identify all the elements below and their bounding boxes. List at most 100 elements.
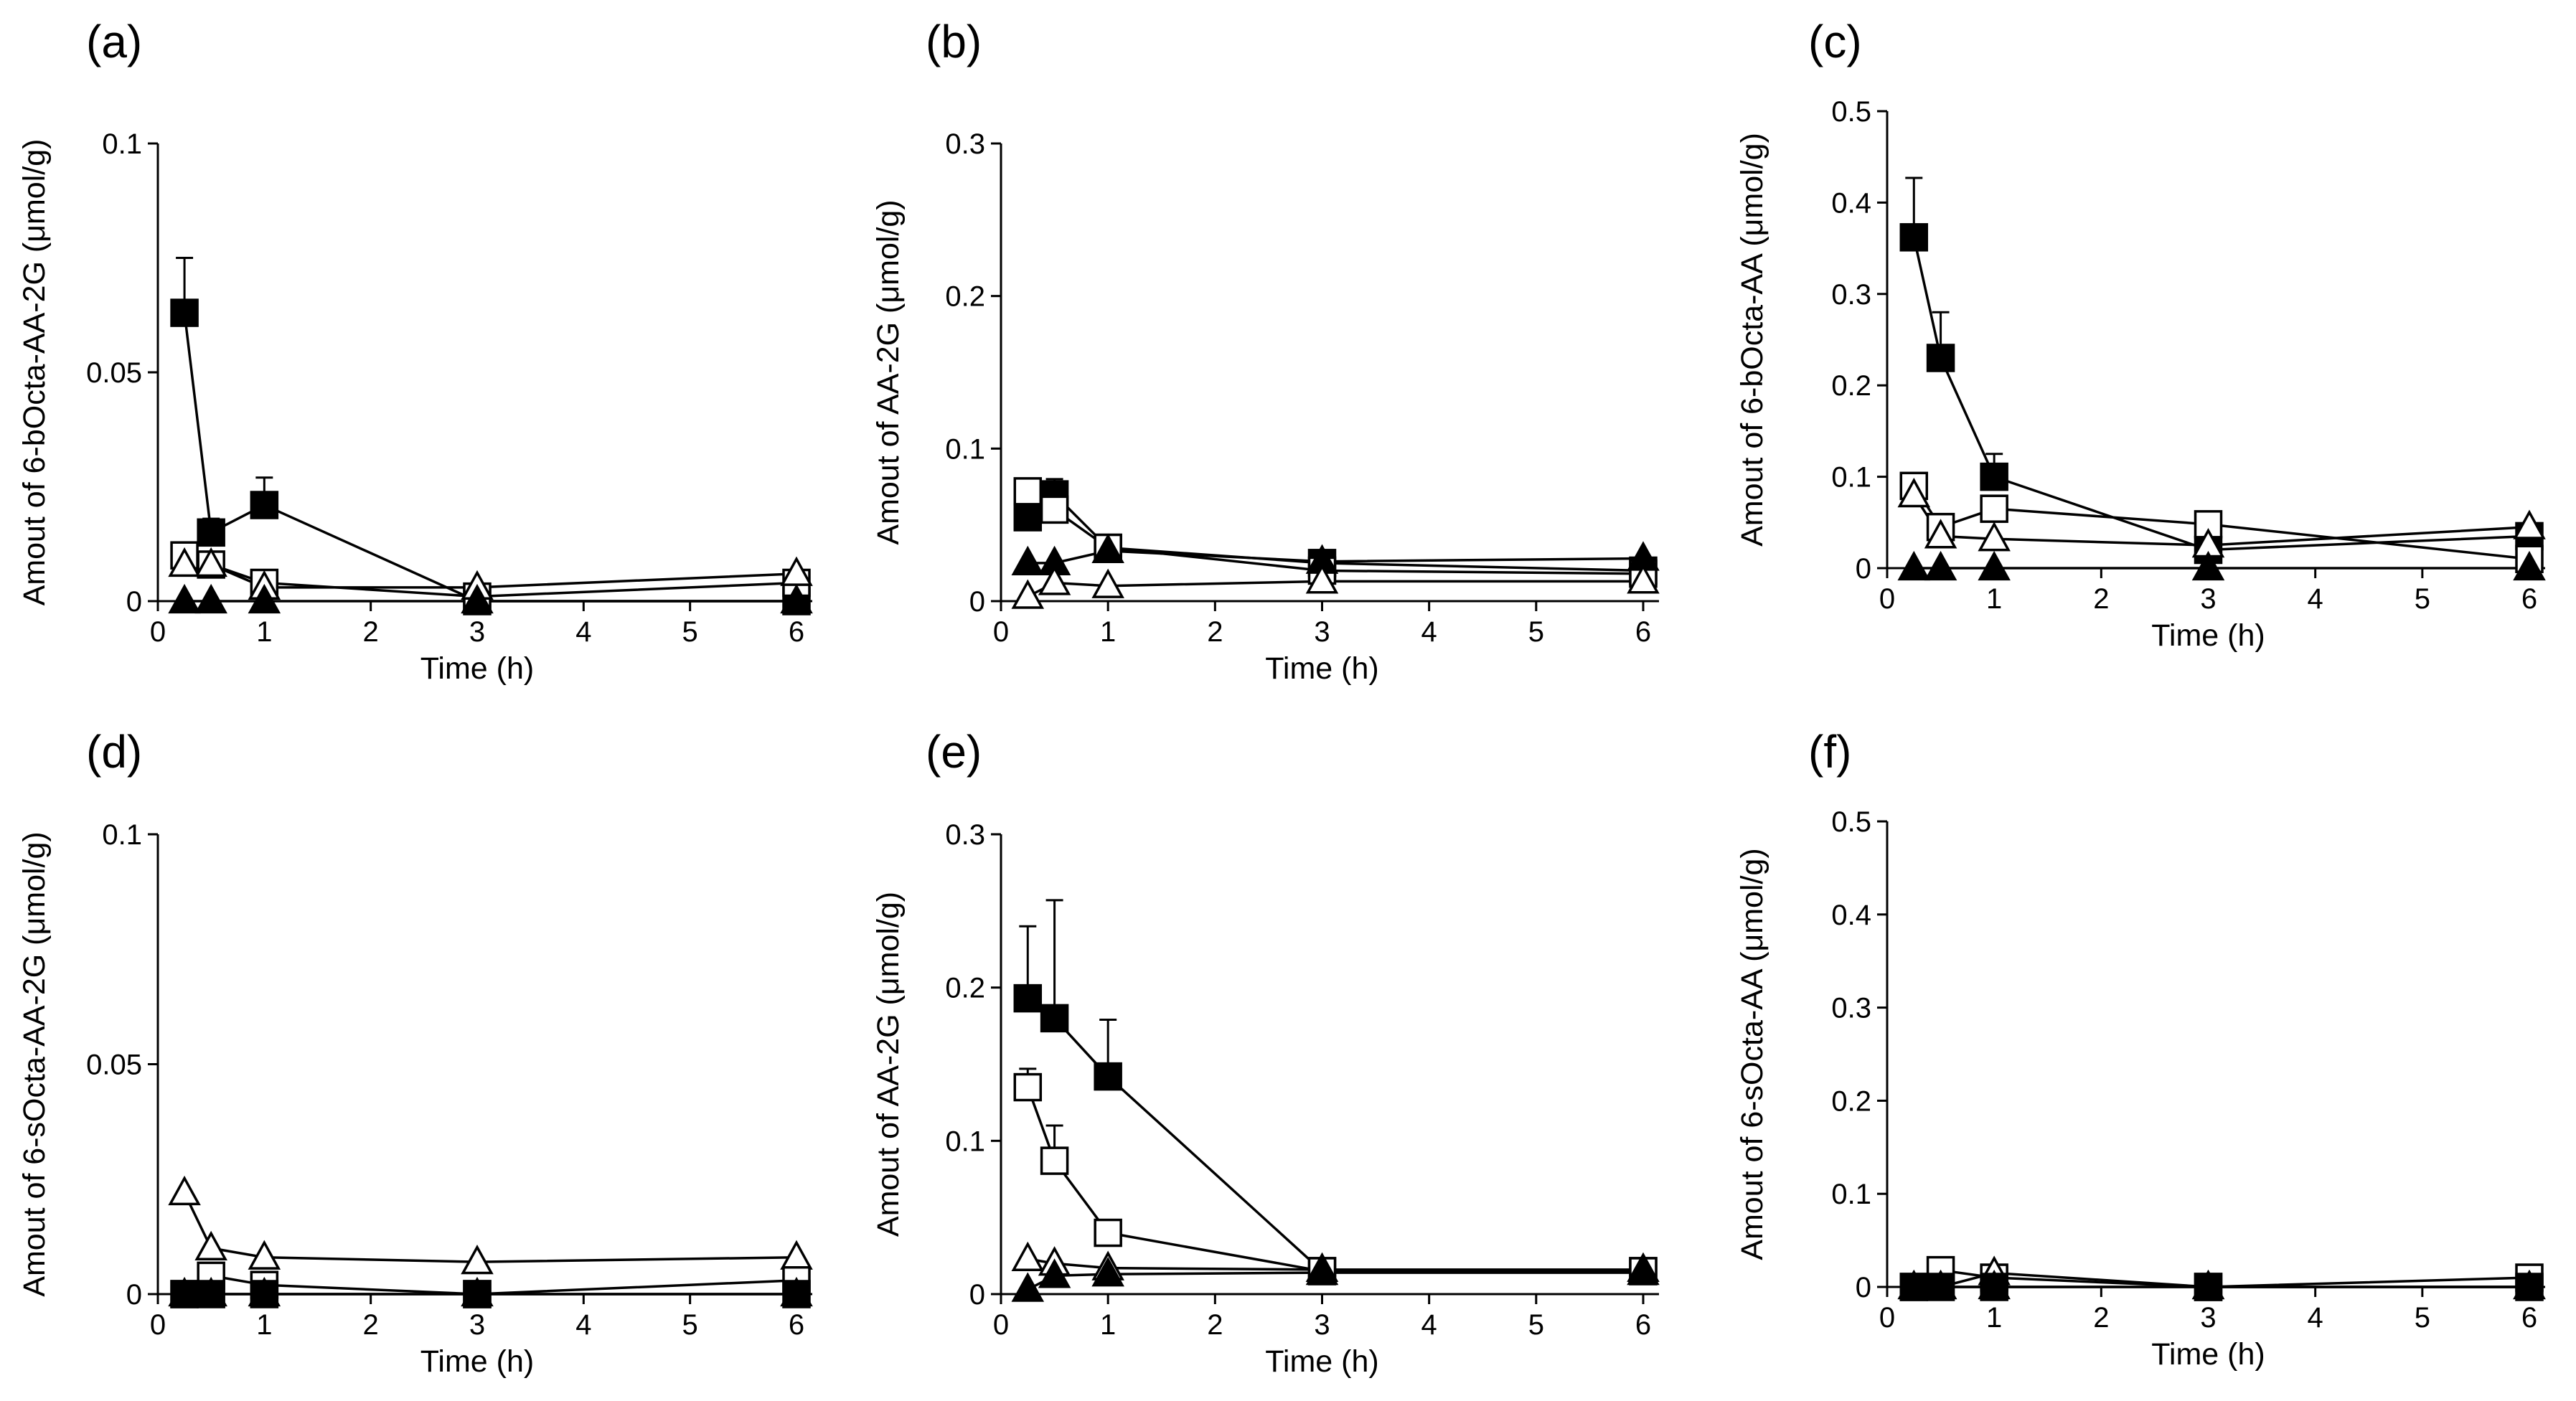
- x-tick-label: 5: [1528, 616, 1544, 648]
- x-tick-label: 0: [1879, 1302, 1895, 1334]
- data-point-open-triangle: [168, 1175, 201, 1206]
- panel-label: (b): [926, 16, 982, 67]
- x-axis-title: Time (h): [420, 1344, 534, 1379]
- y-tick-label: 0.2: [1831, 370, 1871, 402]
- x-tick-label: 5: [682, 616, 698, 648]
- data-point-open-triangle: [248, 1240, 281, 1270]
- data-point-filled-square: [1040, 1004, 1069, 1033]
- y-tick-label: 0: [126, 1279, 142, 1311]
- x-tick-label: 4: [575, 616, 591, 648]
- y-tick-label: 0: [126, 586, 142, 618]
- x-tick-label: 4: [1421, 616, 1437, 648]
- data-point-filled-triangle: [1978, 550, 2011, 581]
- data-point-open-triangle: [1978, 522, 2011, 552]
- data-point-open-triangle: [168, 547, 201, 577]
- y-tick-label: 0.1: [945, 1126, 985, 1157]
- x-tick-label: 0: [1879, 583, 1895, 615]
- data-point-open-triangle: [1924, 519, 1957, 549]
- x-tick-label: 3: [469, 616, 485, 648]
- x-tick-label: 6: [2521, 583, 2537, 615]
- data-point-filled-triangle: [168, 1276, 201, 1307]
- y-tick-label: 0.3: [945, 128, 985, 160]
- chart-panel-5: (e) 0 0.1 0.2 0.3 0 1 2 3 4 5 6 Time (h) Amout of AA-…: [871, 726, 1660, 1379]
- x-tick-label: 6: [2521, 1302, 2537, 1334]
- x-tick-label: 6: [789, 1309, 804, 1341]
- chart-panel-2: (b) 0 0.1 0.2 0.3 0 1 2 3 4 5 6 Time (h) Amout of AA-…: [871, 16, 1660, 686]
- x-tick-label: 1: [1986, 1302, 2002, 1334]
- y-tick-label: 0.1: [102, 819, 142, 851]
- series-line-filled-square: [183, 312, 796, 603]
- data-point-filled-triangle: [461, 583, 494, 614]
- data-point-filled-triangle: [461, 1276, 494, 1307]
- data-point-open-triangle: [194, 547, 227, 577]
- data-point-open-square: [2194, 510, 2223, 539]
- y-tick-label: 0.05: [86, 1049, 142, 1081]
- data-point-filled-square: [1899, 223, 1929, 252]
- data-point-filled-triangle: [194, 583, 227, 614]
- y-tick-label: 0.3: [945, 819, 985, 851]
- x-tick-label: 1: [256, 1309, 272, 1341]
- data-point-filled-triangle: [1924, 1269, 1957, 1300]
- x-tick-label: 1: [1100, 1309, 1116, 1341]
- data-point-open-square: [1040, 495, 1069, 524]
- data-point-open-triangle: [461, 1244, 494, 1275]
- x-tick-label: 0: [150, 616, 166, 648]
- x-tick-label: 3: [1314, 616, 1330, 648]
- y-axis-title: Amout of 6-sOcta-AA-2G (μmol/g): [17, 831, 52, 1296]
- y-tick-label: 0.5: [1831, 96, 1871, 128]
- x-tick-label: 2: [2093, 1302, 2109, 1334]
- data-point-open-square: [1013, 1072, 1043, 1102]
- data-point-filled-triangle: [780, 583, 813, 614]
- y-tick-label: 0.3: [1831, 279, 1871, 311]
- data-point-open-triangle: [1011, 579, 1045, 609]
- y-tick-label: 0.1: [1831, 1179, 1871, 1210]
- x-tick-label: 4: [2308, 583, 2323, 615]
- x-tick-label: 5: [2415, 1302, 2430, 1334]
- y-axis-title: Amout of 6-bOcta-AA (μmol/g): [1735, 133, 1769, 547]
- panel-label: (f): [1808, 726, 1851, 778]
- y-tick-label: 0: [1856, 553, 1871, 585]
- data-point-filled-triangle: [248, 1276, 281, 1307]
- data-point-filled-triangle: [1924, 550, 1957, 581]
- data-point-filled-triangle: [1038, 1258, 1071, 1288]
- y-axis-title: Amout of 6-bOcta-AA-2G (μmol/g): [17, 139, 52, 606]
- data-point-open-triangle: [1038, 565, 1071, 595]
- panel-label: (e): [926, 726, 982, 778]
- panel-label: (a): [86, 16, 142, 67]
- x-tick-label: 1: [1986, 583, 2002, 615]
- x-tick-label: 0: [993, 1309, 1009, 1341]
- data-point-filled-triangle: [1978, 1269, 2011, 1300]
- data-point-filled-triangle: [1091, 1257, 1124, 1287]
- x-axis-title: Time (h): [1265, 651, 1378, 686]
- data-point-open-triangle: [780, 1240, 813, 1270]
- data-point-filled-triangle: [1897, 1269, 1931, 1300]
- data-point-open-triangle: [1627, 564, 1660, 594]
- y-tick-label: 0.1: [1831, 462, 1871, 494]
- x-tick-label: 0: [150, 1309, 166, 1341]
- x-tick-label: 3: [2200, 583, 2216, 615]
- series-line-open-triangle: [183, 1192, 797, 1263]
- x-tick-label: 6: [789, 616, 804, 648]
- data-point-filled-square: [1980, 462, 2008, 491]
- data-point-filled-triangle: [248, 583, 281, 614]
- y-axis-title: Amout of 6-sOcta-AA (μmol/g): [1735, 848, 1769, 1260]
- y-tick-label: 0.2: [945, 281, 985, 313]
- data-point-filled-square: [1926, 344, 1955, 372]
- x-tick-label: 5: [1528, 1309, 1544, 1341]
- data-point-filled-square: [1094, 1062, 1122, 1091]
- x-axis-title: Time (h): [420, 651, 534, 686]
- data-point-open-triangle: [1011, 1241, 1045, 1271]
- data-point-filled-triangle: [1091, 533, 1124, 563]
- y-tick-label: 0.3: [1831, 993, 1871, 1024]
- x-tick-label: 2: [363, 616, 379, 648]
- x-tick-label: 3: [2200, 1302, 2216, 1334]
- x-tick-label: 5: [2415, 583, 2430, 615]
- y-tick-label: 0: [969, 1279, 985, 1311]
- y-tick-label: 0.05: [86, 357, 142, 389]
- data-point-filled-triangle: [194, 1276, 227, 1307]
- data-point-open-square: [1094, 1218, 1122, 1247]
- data-point-open-triangle: [1305, 564, 1339, 594]
- data-point-filled-triangle: [1627, 1255, 1660, 1286]
- panel-label: (c): [1808, 16, 1862, 67]
- y-tick-label: 0.1: [102, 128, 142, 160]
